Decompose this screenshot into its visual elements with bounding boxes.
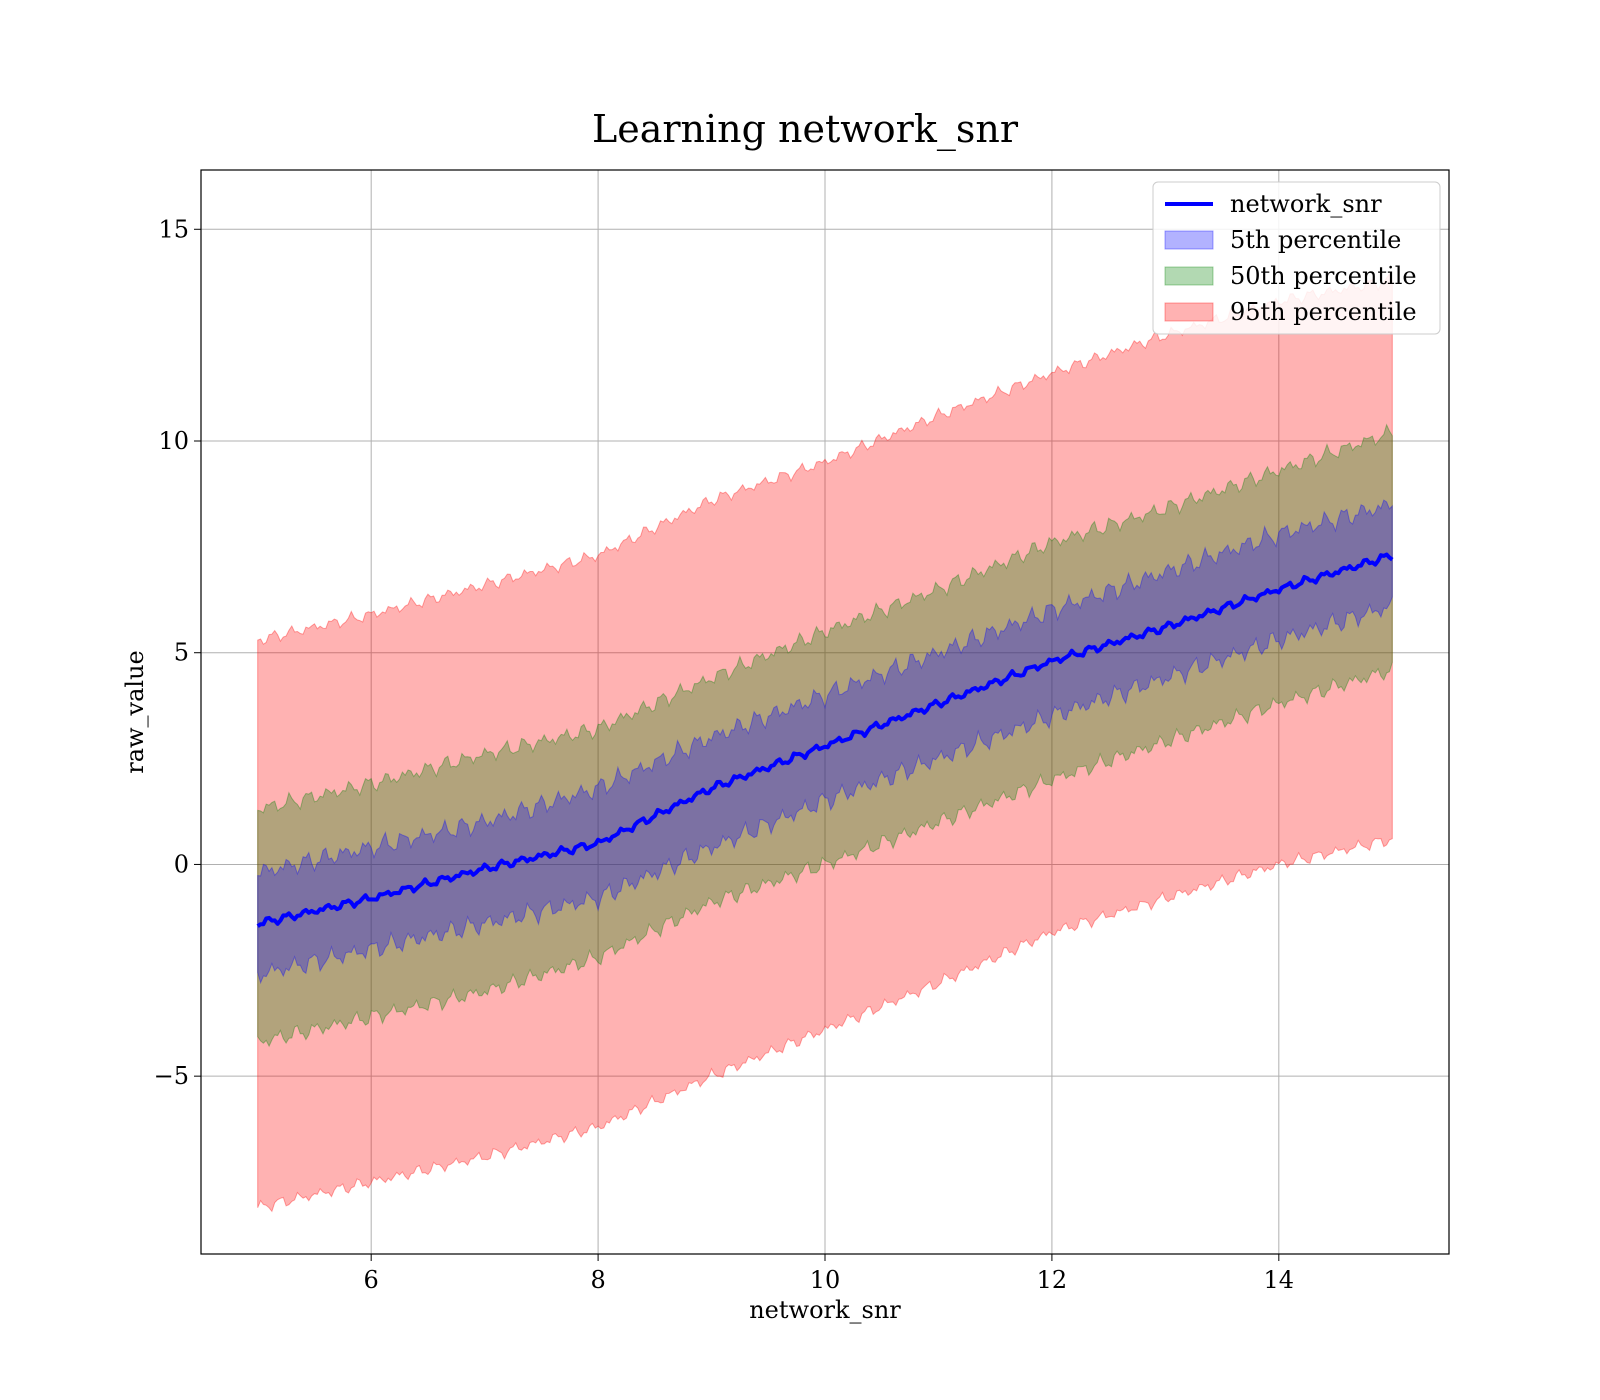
- y-tick-label: −5: [154, 1062, 189, 1090]
- legend-swatch: [1164, 230, 1214, 250]
- legend: network_snr 5th percentile 50th percentile…: [1152, 181, 1441, 335]
- y-axis-label: raw_value: [121, 650, 149, 774]
- legend-label: network_snr: [1230, 190, 1382, 218]
- legend-label: 95th percentile: [1230, 298, 1417, 326]
- x-tick-label: 10: [810, 1266, 841, 1294]
- band-95th-percentile: [257, 273, 1393, 1213]
- legend-swatch: [1164, 266, 1214, 286]
- x-ticks: 6 8 10 12 14: [364, 1254, 1295, 1294]
- y-tick-label: 5: [174, 639, 189, 667]
- band-50th-percentile: [257, 423, 1393, 1048]
- y-ticks: −5 0 5 10 15: [154, 215, 201, 1090]
- line-network_snr: [256, 552, 1394, 928]
- y-tick-label: 0: [174, 850, 189, 878]
- x-tick-label: 6: [364, 1266, 379, 1294]
- legend-label: 50th percentile: [1230, 262, 1417, 290]
- lines: [256, 552, 1394, 928]
- y-tick-label: 15: [158, 215, 189, 243]
- band-5th-percentile: [257, 499, 1393, 985]
- bands: [257, 273, 1393, 1213]
- legend-box: [1152, 181, 1441, 335]
- x-tick-label: 12: [1037, 1266, 1068, 1294]
- legend-swatch: [1164, 302, 1214, 322]
- chart-title: Learning network_snr: [592, 107, 1019, 152]
- legend-label: 5th percentile: [1230, 226, 1401, 254]
- x-axis-label: network_snr: [749, 1296, 901, 1324]
- y-tick-label: 10: [158, 427, 189, 455]
- x-tick-label: 8: [590, 1266, 605, 1294]
- x-tick-label: 14: [1264, 1266, 1295, 1294]
